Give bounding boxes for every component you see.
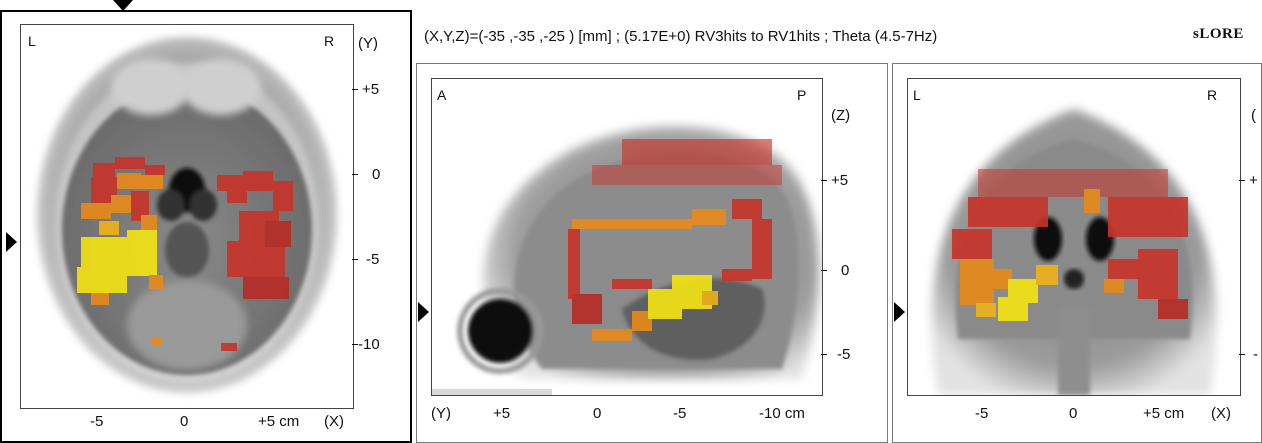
axial-view-panel[interactable]: L R (Y) +5 0 -5 -10 -5 0 +5 cm (X)	[0, 10, 412, 443]
coronal-x-axis-label: (X)	[1211, 405, 1231, 422]
sagittal-y-tick: -5	[673, 405, 687, 422]
axial-y-tick: -10	[358, 336, 380, 353]
sagittal-image-area[interactable]	[431, 78, 823, 396]
coronal-left-label: L	[913, 87, 921, 103]
coronal-x-tick: -5	[975, 405, 989, 422]
axial-side-marker-icon[interactable]	[6, 232, 17, 252]
axial-x-tick: +5 cm	[258, 413, 300, 430]
sagittal-y-axis-label: (Y)	[431, 405, 451, 422]
axial-brain-slice	[37, 37, 337, 393]
coordinate-readout: (X,Y,Z)=(-35 ,-35 ,-25 ) [mm] ; (5.17E+0…	[424, 28, 938, 45]
sagittal-z-axis-label: (Z)	[831, 107, 851, 124]
coronal-axis-label-partial: (	[1251, 107, 1256, 124]
sagittal-z-tick: +5	[831, 172, 849, 189]
sagittal-side-marker-icon[interactable]	[418, 302, 429, 322]
coronal-brain-slice	[931, 109, 1217, 395]
coronal-view-panel[interactable]: L R ( + - -5 0 +5 cm (X)	[892, 63, 1262, 443]
coronal-z-tick-partial: +	[1249, 172, 1258, 189]
sagittal-z-tick: -5	[837, 346, 851, 363]
sagittal-z-tick: 0	[841, 262, 850, 279]
axial-y-tick: +5	[362, 81, 380, 98]
coronal-activation-map	[952, 169, 1188, 321]
sagittal-y-tick: -10 cm	[759, 405, 805, 422]
axial-x-tick: 0	[180, 413, 189, 430]
sagittal-view-panel[interactable]: A P (Z) +5 0 -5 (Y) +5 0 -5 -10 cm	[416, 63, 888, 443]
sagittal-anterior-label: A	[437, 87, 447, 103]
axial-top-marker-icon[interactable]	[113, 0, 133, 11]
axial-x-tick: -5	[90, 413, 104, 430]
axial-image-area[interactable]	[20, 24, 354, 409]
coronal-x-tick: 0	[1069, 405, 1078, 422]
axial-y-tick: -5	[366, 251, 380, 268]
coronal-right-label: R	[1207, 87, 1218, 103]
axial-left-label: L	[28, 33, 36, 49]
axial-activation-map	[77, 157, 293, 351]
coronal-image-area[interactable]	[907, 78, 1241, 396]
coronal-z-tick-partial: -	[1253, 346, 1258, 363]
sagittal-posterior-label: P	[797, 87, 807, 103]
sagittal-brain-slice	[432, 126, 819, 395]
axial-x-axis-label: (X)	[324, 413, 344, 430]
coronal-side-marker-icon[interactable]	[894, 302, 905, 322]
sagittal-activation-map	[568, 139, 782, 341]
coronal-x-tick: +5 cm	[1143, 405, 1185, 422]
sagittal-y-tick: +5	[493, 405, 511, 422]
sagittal-y-tick: 0	[593, 405, 602, 422]
axial-y-tick: 0	[372, 166, 381, 183]
app-logo-text: sLORE	[1193, 26, 1244, 42]
axial-right-label: R	[324, 33, 335, 49]
axial-y-axis-label: (Y)	[358, 35, 378, 52]
